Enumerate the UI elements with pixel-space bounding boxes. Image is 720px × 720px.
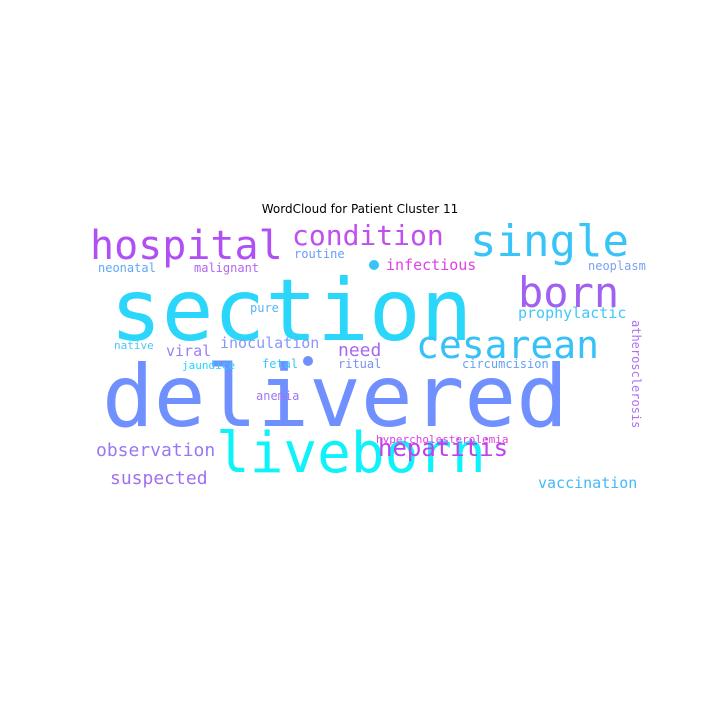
word-condition: condition: [292, 219, 444, 252]
word-born: born: [518, 268, 620, 317]
chart-title: WordCloud for Patient Cluster 11: [261, 202, 459, 216]
word-pure: pure: [250, 301, 279, 315]
word-malignant: malignant: [194, 261, 260, 275]
word-prophylactic: prophylactic: [518, 304, 627, 322]
word-routine: routine: [294, 247, 345, 261]
word-infectious: infectious: [386, 256, 477, 274]
word-single: single: [470, 216, 629, 267]
word-jaundice: jaundice: [182, 359, 235, 372]
word-need: need: [338, 340, 382, 361]
word-ritual: ritual: [338, 357, 382, 371]
word-vaccination: vaccination: [538, 474, 638, 492]
word-viral: viral: [166, 342, 212, 360]
word-atherosclerosis: atherosclerosis: [629, 320, 643, 429]
word-cloud: delivered section liveborn single hospital ce…: [90, 220, 650, 500]
cloud-dot: [303, 356, 313, 366]
word-fetal: fetal: [262, 357, 299, 371]
word-observation: observation: [96, 440, 216, 461]
word-section: section: [110, 261, 473, 361]
word-neoplasm: neoplasm: [588, 259, 646, 273]
word-hypercholesterolemia: hypercholesterolemia: [376, 433, 509, 446]
word-suspected: suspected: [110, 468, 208, 489]
word-liveborn: liveborn: [216, 421, 486, 486]
word-inoculation: inoculation: [220, 334, 320, 352]
word-delivered: delivered: [102, 347, 568, 447]
word-anemia: anemia: [256, 389, 300, 403]
word-neonatal: neonatal: [98, 261, 156, 275]
word-native: native: [114, 339, 154, 352]
word-cesarean: cesarean: [416, 323, 600, 367]
cloud-dot: [369, 260, 379, 270]
word-hospital: hospital: [90, 223, 283, 269]
word-hepatitis: hepatitis: [378, 434, 509, 462]
word-circumcision: circumcision: [462, 357, 549, 371]
